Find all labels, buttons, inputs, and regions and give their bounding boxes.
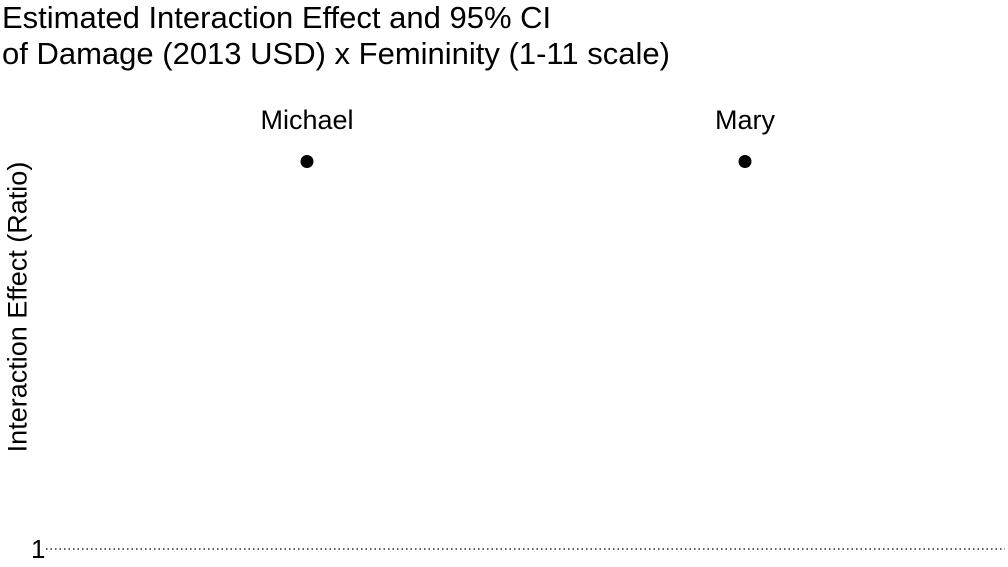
category-label-mary: Mary [715,105,775,135]
chart-title-line-1: Estimated Interaction Effect and 95% CI [2,0,552,35]
chart-title-line-2: of Damage (2013 USD) x Femininity (1-11 … [2,36,670,71]
category-label-michael: Michael [260,105,353,135]
estimate-point-mary [738,154,752,168]
y-tick-label: 1 [31,534,45,564]
estimate-point-michael [300,154,314,168]
chart-title: Estimated Interaction Effect and 95% CI … [2,0,670,72]
